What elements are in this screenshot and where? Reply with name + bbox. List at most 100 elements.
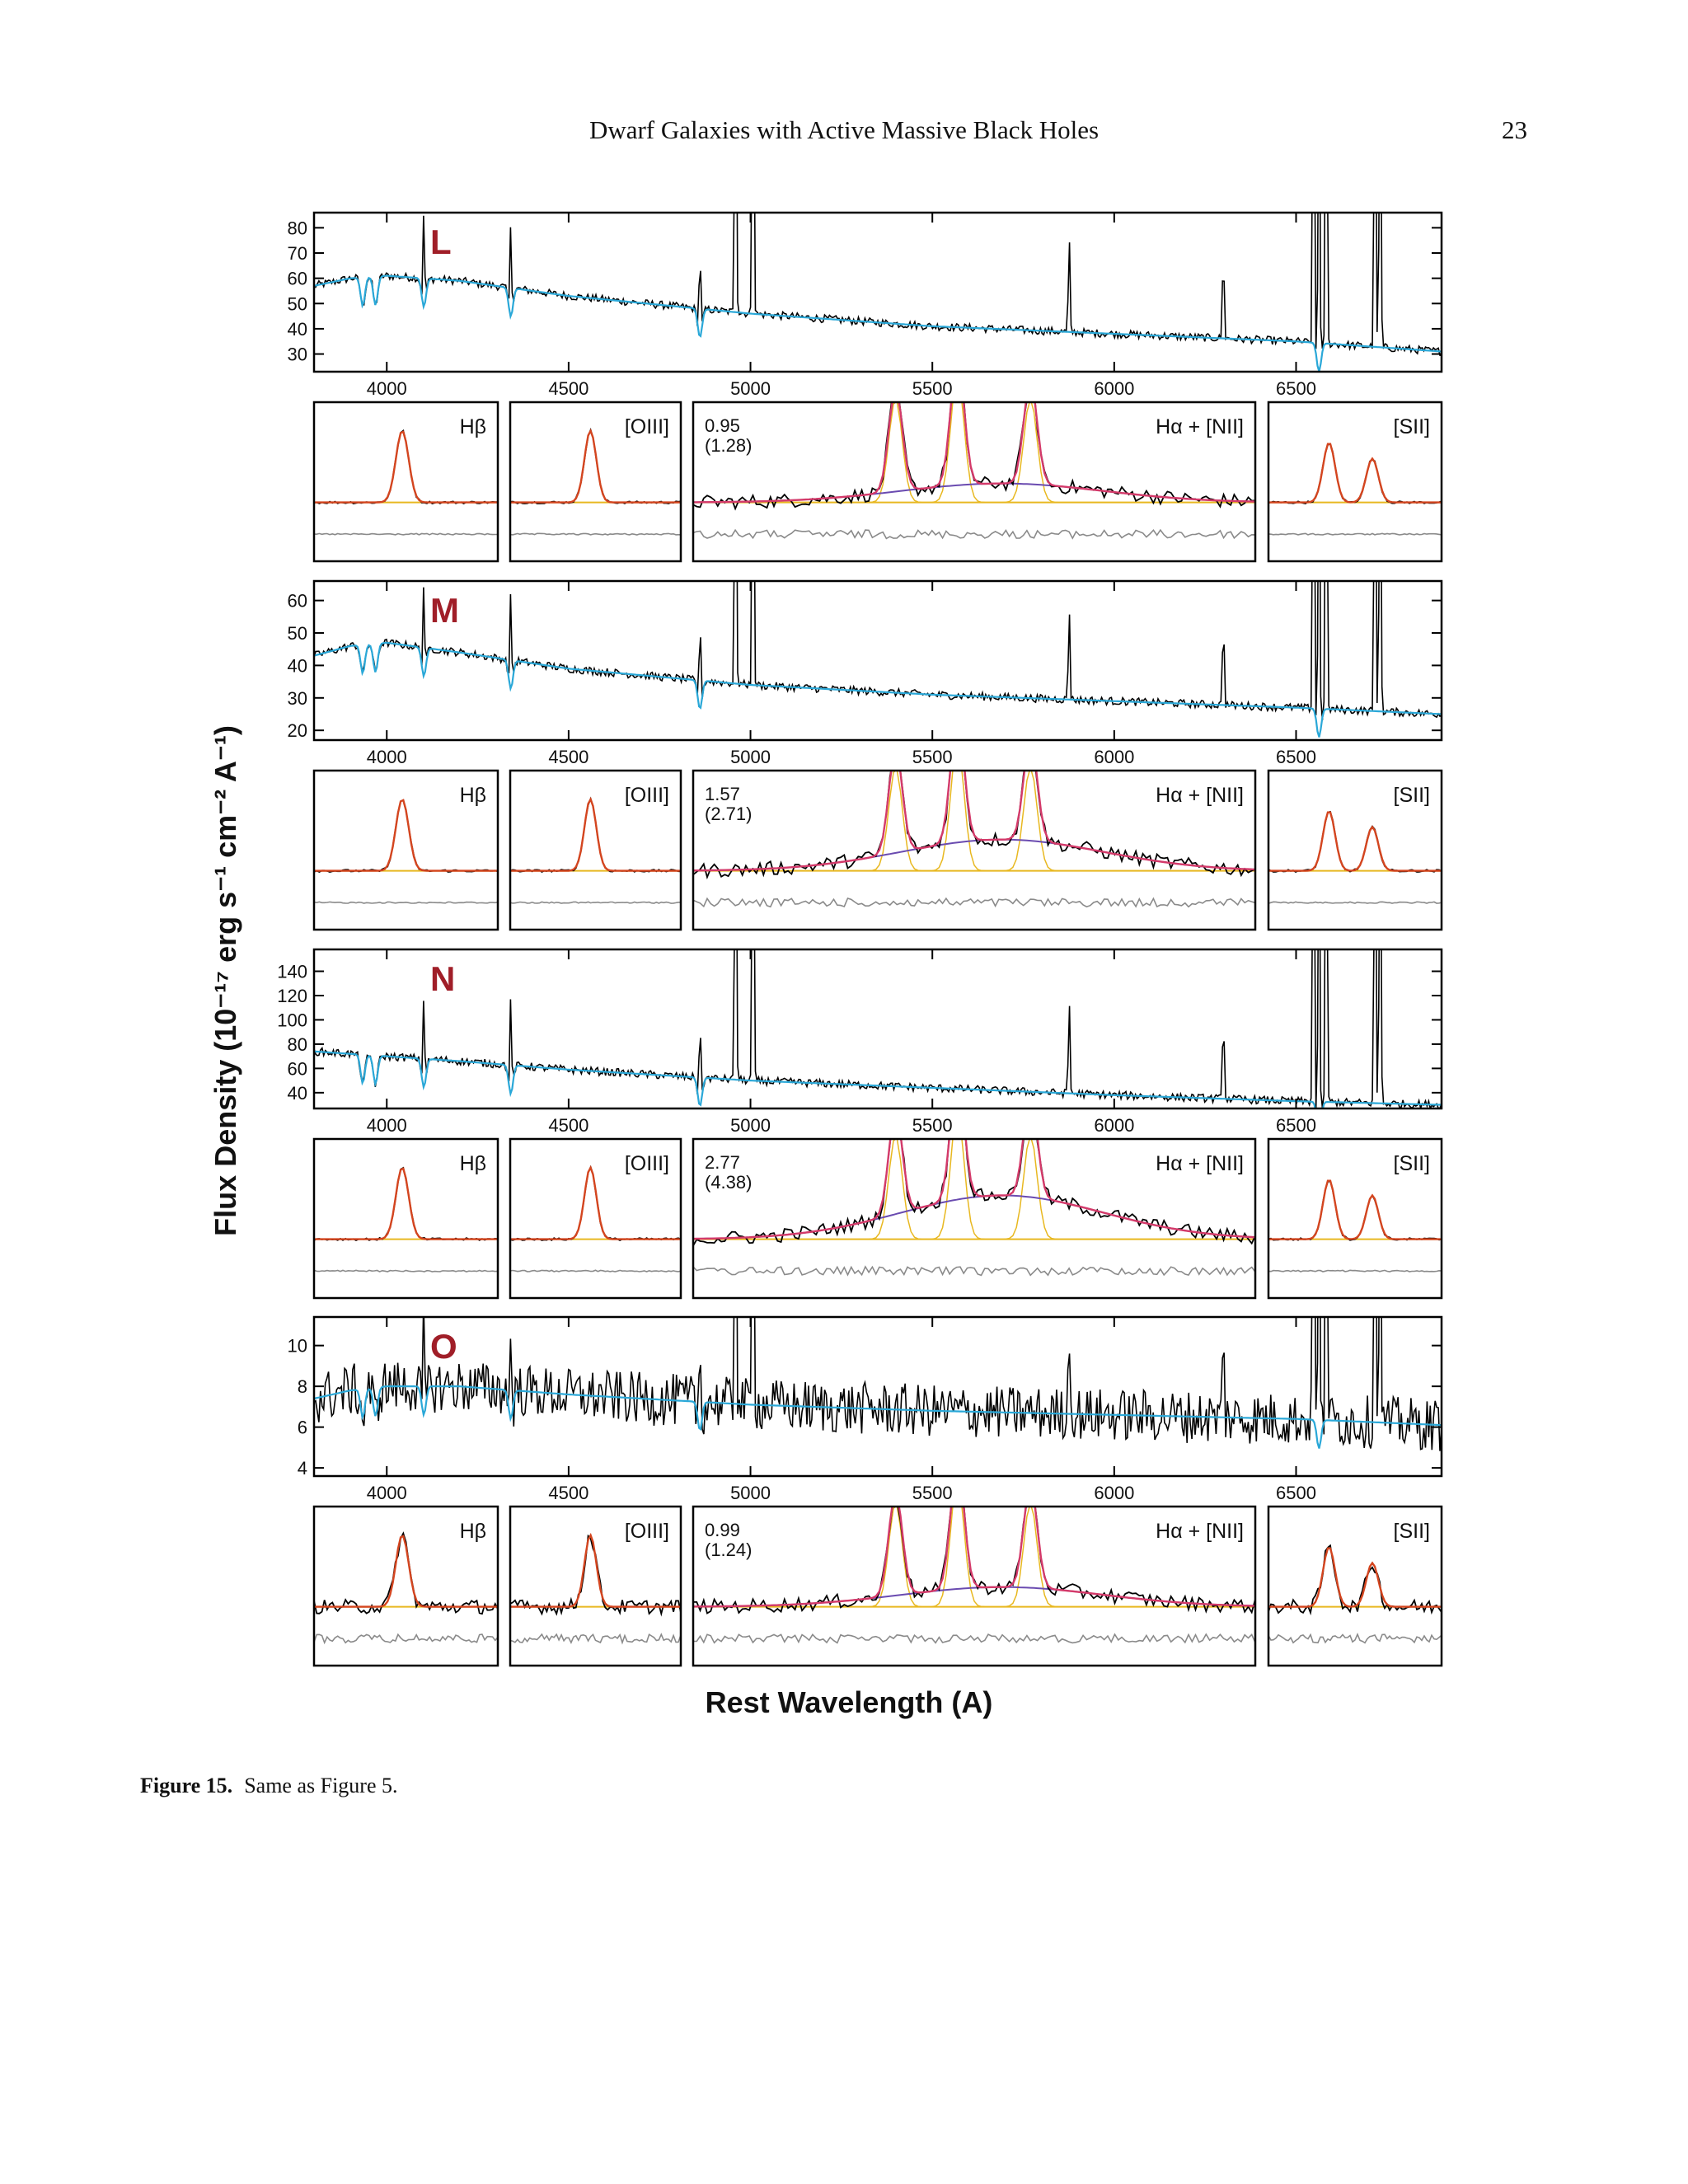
x-tick-label: 6000 bbox=[1094, 747, 1134, 767]
inset-label: [SII] bbox=[1394, 784, 1430, 807]
residual bbox=[510, 901, 681, 904]
narrow-components bbox=[510, 429, 681, 504]
x-tick-label: 4500 bbox=[548, 1483, 588, 1503]
y-tick-label: 30 bbox=[288, 344, 307, 365]
x-tick-label: 4000 bbox=[367, 1483, 407, 1503]
galaxy-label: L bbox=[430, 223, 452, 261]
y-tick-label: 8 bbox=[298, 1376, 307, 1397]
y-tick-label: 50 bbox=[288, 293, 307, 314]
broad-amplitude: 2.77 bbox=[705, 1152, 740, 1173]
x-tick-label: 4000 bbox=[367, 378, 407, 399]
inset-halpha-nii: Hα + [NII] 0.99(1.24) bbox=[692, 1505, 1257, 1667]
inset-oiii: [OIII] bbox=[509, 401, 682, 563]
main-frame bbox=[312, 579, 1443, 742]
panel-O: O 4 6 8 10 4000 4500 5000 5500 6000 6500 Hβ [OIII] Hα… bbox=[288, 1315, 1443, 1667]
inset-label: Hα + [NII] bbox=[1156, 784, 1244, 807]
inset-halpha-nii: Hα + [NII] 0.95(1.28) bbox=[692, 401, 1257, 563]
galaxy-label: N bbox=[430, 959, 455, 998]
inset-frame bbox=[312, 1137, 499, 1300]
main-frame bbox=[312, 1315, 1443, 1478]
inset-label: [SII] bbox=[1394, 1520, 1430, 1543]
broad-amplitude-alt: (4.38) bbox=[705, 1172, 752, 1193]
data-spectrum bbox=[314, 1317, 1442, 1451]
inset-label: [OIII] bbox=[625, 784, 669, 807]
inset-frame bbox=[509, 401, 682, 563]
y-tick-label: 20 bbox=[288, 720, 307, 741]
panel-L: L 30 40 50 60 70 80 4000 4500 5000 5500 6000 6500 Hβ [… bbox=[288, 211, 1443, 563]
broad-amplitude-alt: (2.71) bbox=[705, 804, 752, 824]
inset-frame bbox=[509, 769, 682, 931]
residual bbox=[693, 897, 1255, 908]
running-title: Dwarf Galaxies with Active Massive Black… bbox=[588, 115, 1100, 144]
x-tick-label: 5500 bbox=[912, 1483, 953, 1503]
inset-label: Hβ bbox=[460, 1152, 486, 1175]
data-spectrum bbox=[314, 949, 1442, 1108]
model-spectrum bbox=[314, 274, 1442, 372]
narrow-components bbox=[693, 771, 1255, 872]
inset-data bbox=[1268, 1544, 1442, 1616]
y-tick-label: 80 bbox=[288, 1034, 307, 1055]
residual bbox=[314, 1269, 498, 1272]
x-tick-label: 5000 bbox=[730, 1115, 771, 1136]
inset-label: [SII] bbox=[1394, 1152, 1430, 1175]
inset-label: Hβ bbox=[460, 415, 486, 438]
inset-fit bbox=[314, 799, 498, 872]
panels-group: L 30 40 50 60 70 80 4000 4500 5000 5500 6000 6500 Hβ [… bbox=[277, 211, 1443, 1667]
running-head: Dwarf Galaxies with Active Massive Black… bbox=[0, 115, 1688, 148]
inset-fit bbox=[693, 402, 1255, 504]
x-tick-label: 6500 bbox=[1276, 1483, 1316, 1503]
inset-fit bbox=[314, 1167, 498, 1240]
y-tick-label: 40 bbox=[288, 319, 307, 340]
inset-fit bbox=[693, 1139, 1255, 1240]
y-tick-label: 6 bbox=[298, 1418, 307, 1438]
residual bbox=[693, 1633, 1255, 1644]
inset-sii: [SII] bbox=[1267, 1137, 1443, 1300]
inset-label: Hα + [NII] bbox=[1156, 1152, 1244, 1175]
narrow-components bbox=[510, 797, 681, 872]
model-spectrum bbox=[314, 1385, 1442, 1449]
inset-oiii: [OIII] bbox=[509, 1505, 682, 1667]
broad-amplitude: 0.95 bbox=[705, 415, 740, 436]
inset-data bbox=[510, 796, 681, 874]
x-tick-label: 6000 bbox=[1094, 1115, 1134, 1136]
inset-fit bbox=[510, 1165, 681, 1240]
x-tick-label: 4000 bbox=[367, 1115, 407, 1136]
inset-hbeta: Hβ bbox=[312, 401, 499, 563]
inset-data bbox=[510, 1534, 681, 1617]
y-tick-label: 10 bbox=[288, 1336, 307, 1357]
x-tick-label: 5000 bbox=[730, 1483, 771, 1503]
inset-label: Hβ bbox=[460, 1520, 486, 1543]
x-tick-label: 6500 bbox=[1276, 1115, 1316, 1136]
model-spectrum bbox=[314, 1050, 1442, 1108]
inset-fit bbox=[693, 1507, 1255, 1608]
inset-data bbox=[1268, 810, 1442, 874]
narrow-components bbox=[1268, 1547, 1442, 1608]
inset-frame bbox=[692, 1137, 1257, 1300]
y-tick-label: 40 bbox=[288, 1083, 307, 1104]
inset-data bbox=[510, 1165, 681, 1242]
y-tick-label: 30 bbox=[288, 688, 307, 709]
inset-frame bbox=[692, 401, 1257, 563]
y-tick-label: 60 bbox=[288, 1058, 307, 1079]
y-tick-label: 80 bbox=[288, 218, 307, 238]
broad-amplitude: 0.99 bbox=[705, 1520, 740, 1540]
residual bbox=[510, 1269, 681, 1272]
inset-frame bbox=[692, 769, 1257, 931]
inset-hbeta: Hβ bbox=[312, 1137, 499, 1300]
narrow-components bbox=[510, 1165, 681, 1240]
inset-halpha-nii: Hα + [NII] 2.77(4.38) bbox=[692, 1137, 1257, 1300]
residual bbox=[693, 528, 1255, 540]
data-spectrum bbox=[314, 213, 1442, 357]
main-frame bbox=[312, 211, 1443, 373]
inset-frame bbox=[1267, 769, 1443, 931]
inset-fit bbox=[314, 1535, 498, 1608]
inset-frame bbox=[1267, 1505, 1443, 1667]
inset-frame bbox=[1267, 401, 1443, 563]
inset-fit bbox=[1268, 1179, 1442, 1240]
inset-frame bbox=[509, 1505, 682, 1667]
inset-sii: [SII] bbox=[1267, 1505, 1443, 1667]
inset-fit bbox=[1268, 443, 1442, 504]
inset-hbeta: Hβ bbox=[312, 769, 499, 931]
x-tick-label: 5000 bbox=[730, 378, 771, 399]
